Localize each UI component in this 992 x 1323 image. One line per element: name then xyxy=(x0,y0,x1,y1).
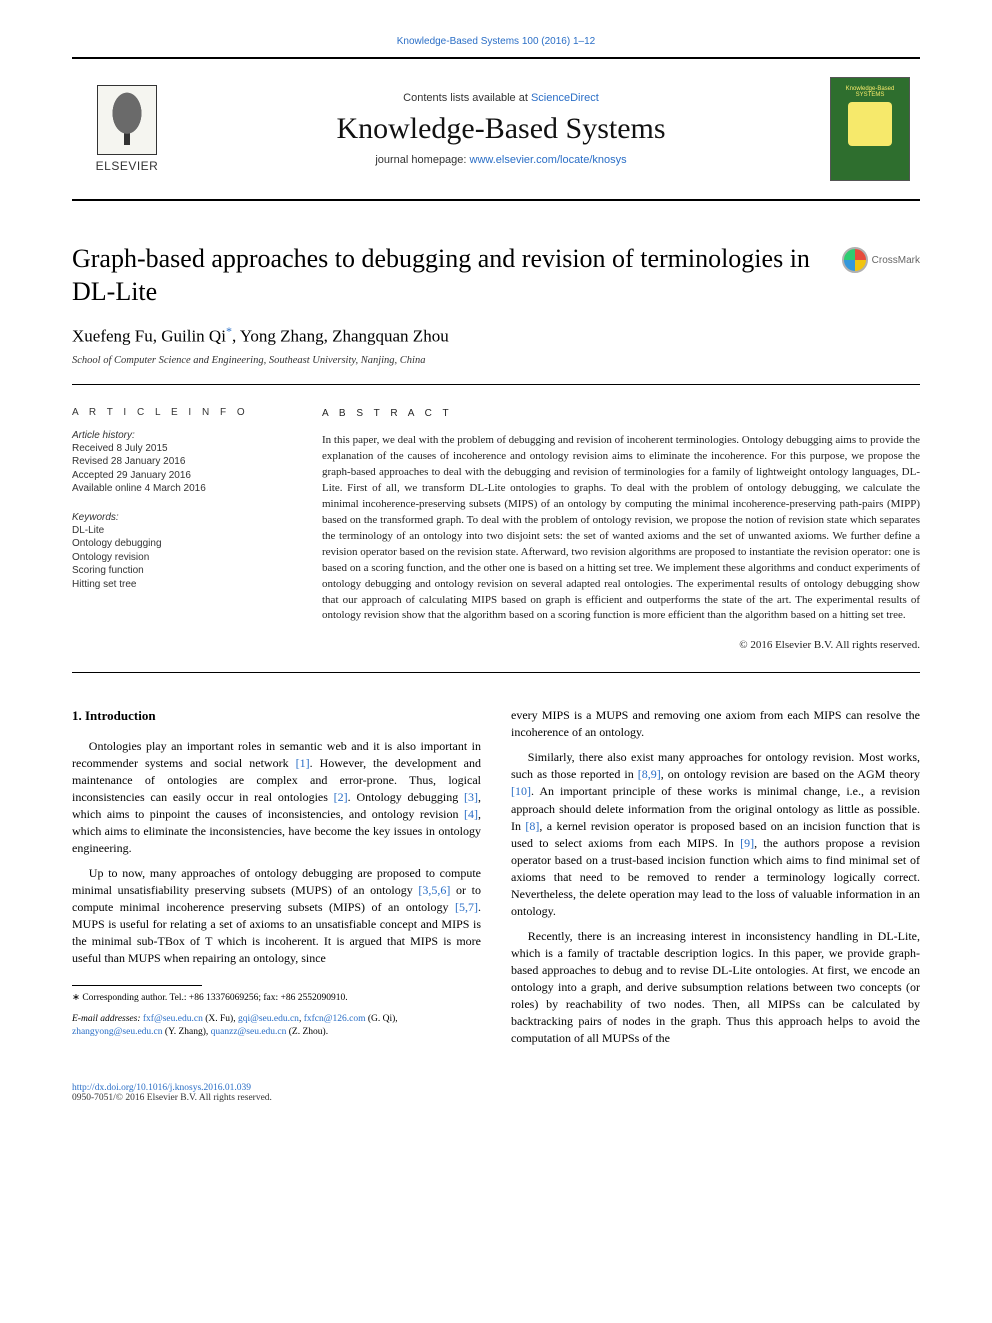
citation-link[interactable]: [10] xyxy=(511,784,531,798)
citation-link[interactable]: [5,7] xyxy=(455,900,478,914)
crossmark-badge[interactable]: CrossMark xyxy=(842,247,920,273)
abstract-heading: A B S T R A C T xyxy=(322,407,920,422)
citation-link[interactable]: [2] xyxy=(334,790,348,804)
page: Knowledge-Based Systems 100 (2016) 1–12 … xyxy=(0,0,992,1143)
author-name: Guilin Qi xyxy=(161,327,226,346)
citation-link[interactable]: [9] xyxy=(740,836,754,850)
para: Up to now, many approaches of ontology d… xyxy=(72,865,481,967)
text-run: , on ontology revision are based on the … xyxy=(661,767,920,781)
section-heading-1: 1. Introduction xyxy=(72,707,481,725)
sciencedirect-link[interactable]: ScienceDirect xyxy=(531,92,599,104)
para: Ontologies play an important roles in se… xyxy=(72,738,481,857)
history-line: Revised 28 January 2016 xyxy=(72,455,282,469)
affiliation: School of Computer Science and Engineeri… xyxy=(72,355,920,366)
journal-homepage-link[interactable]: www.elsevier.com/locate/knosys xyxy=(470,154,627,166)
email-link[interactable]: zhangyong@seu.edu.cn xyxy=(72,1027,163,1037)
keyword: Hitting set tree xyxy=(72,578,282,592)
citation-link[interactable]: [8] xyxy=(525,819,539,833)
divider xyxy=(72,672,920,673)
doi-link[interactable]: http://dx.doi.org/10.1016/j.knosys.2016.… xyxy=(72,1083,251,1093)
meta-row: A R T I C L E I N F O Article history: R… xyxy=(72,407,920,655)
footnote-rule xyxy=(72,985,202,986)
divider xyxy=(72,384,920,385)
journal-banner: ELSEVIER Contents lists available at Sci… xyxy=(72,57,920,201)
keyword: DL-Lite xyxy=(72,524,282,538)
contents-line-pre: Contents lists available at xyxy=(403,92,531,104)
issn-copyright: 0950-7051/© 2016 Elsevier B.V. All right… xyxy=(72,1093,920,1103)
citation-link[interactable]: [3] xyxy=(464,790,478,804)
email-link[interactable]: gqi@seu.edu.cn xyxy=(238,1014,299,1024)
email-link[interactable]: fxf@seu.edu.cn xyxy=(143,1014,203,1024)
article-title: Graph-based approaches to debugging and … xyxy=(72,243,826,308)
citation-link[interactable]: [4] xyxy=(464,807,478,821)
column-right: every MIPS is a MUPS and removing one ax… xyxy=(511,707,920,1055)
history-heading: Article history: xyxy=(72,430,282,441)
author-name: Zhangquan Zhou xyxy=(332,327,449,346)
email-footnote: E-mail addresses: fxf@seu.edu.cn (X. Fu)… xyxy=(72,1013,481,1039)
elsevier-tree-icon xyxy=(97,85,157,155)
article-info-block: A R T I C L E I N F O Article history: R… xyxy=(72,407,282,655)
publisher-logo-block: ELSEVIER xyxy=(72,59,182,199)
abstract-block: A B S T R A C T In this paper, we deal w… xyxy=(322,407,920,655)
keyword: Ontology debugging xyxy=(72,537,282,551)
para: Similarly, there also exist many approac… xyxy=(511,749,920,919)
title-row: Graph-based approaches to debugging and … xyxy=(72,243,920,308)
para: Recently, there is an increasing interes… xyxy=(511,928,920,1047)
citation-link[interactable]: [1] xyxy=(296,756,310,770)
history-line: Available online 4 March 2016 xyxy=(72,482,282,496)
body-columns: 1. Introduction Ontologies play an impor… xyxy=(72,707,920,1055)
keywords-heading: Keywords: xyxy=(72,512,282,523)
citation-link[interactable]: [8,9] xyxy=(638,767,661,781)
text-run: . Ontology debugging xyxy=(348,790,464,804)
contents-line: Contents lists available at ScienceDirec… xyxy=(403,92,599,104)
history-line: Accepted 29 January 2016 xyxy=(72,469,282,483)
page-footer: http://dx.doi.org/10.1016/j.knosys.2016.… xyxy=(72,1083,920,1103)
cover-title-2: SYSTEMS xyxy=(856,92,885,98)
journal-homepage-line: journal homepage: www.elsevier.com/locat… xyxy=(375,154,626,166)
column-left: 1. Introduction Ontologies play an impor… xyxy=(72,707,481,1055)
running-head-link[interactable]: Knowledge-Based Systems 100 (2016) 1–12 xyxy=(72,36,920,47)
crossmark-icon xyxy=(842,247,868,273)
cover-art-icon xyxy=(848,102,892,146)
journal-name: Knowledge-Based Systems xyxy=(336,112,665,146)
email-label: E-mail addresses: xyxy=(72,1014,143,1024)
history-line: Received 8 July 2015 xyxy=(72,442,282,456)
author-list: Xuefeng Fu, Guilin Qi*, Yong Zhang, Zhan… xyxy=(72,324,920,347)
abstract-text: In this paper, we deal with the problem … xyxy=(322,433,920,624)
email-link[interactable]: quanzz@seu.edu.cn xyxy=(211,1027,287,1037)
publisher-name: ELSEVIER xyxy=(96,159,159,173)
para: every MIPS is a MUPS and removing one ax… xyxy=(511,707,920,741)
keyword: Scoring function xyxy=(72,564,282,578)
journal-homepage-pre: journal homepage: xyxy=(375,154,469,166)
abstract-copyright: © 2016 Elsevier B.V. All rights reserved… xyxy=(322,638,920,654)
crossmark-label: CrossMark xyxy=(872,255,920,266)
author-name: Xuefeng Fu xyxy=(72,327,153,346)
journal-cover: Knowledge-Based SYSTEMS xyxy=(830,77,910,181)
author-name: Yong Zhang xyxy=(240,327,324,346)
citation-link[interactable]: [3,5,6] xyxy=(418,883,450,897)
article-info-heading: A R T I C L E I N F O xyxy=(72,407,282,418)
keyword: Ontology revision xyxy=(72,551,282,565)
email-link[interactable]: fxfcn@126.com xyxy=(304,1014,366,1024)
corresponding-star-icon: * xyxy=(226,324,232,338)
corresponding-author-footnote: ∗ Corresponding author. Tel.: +86 133760… xyxy=(72,992,481,1005)
journal-cover-block: Knowledge-Based SYSTEMS xyxy=(820,59,920,199)
banner-center: Contents lists available at ScienceDirec… xyxy=(182,59,820,199)
